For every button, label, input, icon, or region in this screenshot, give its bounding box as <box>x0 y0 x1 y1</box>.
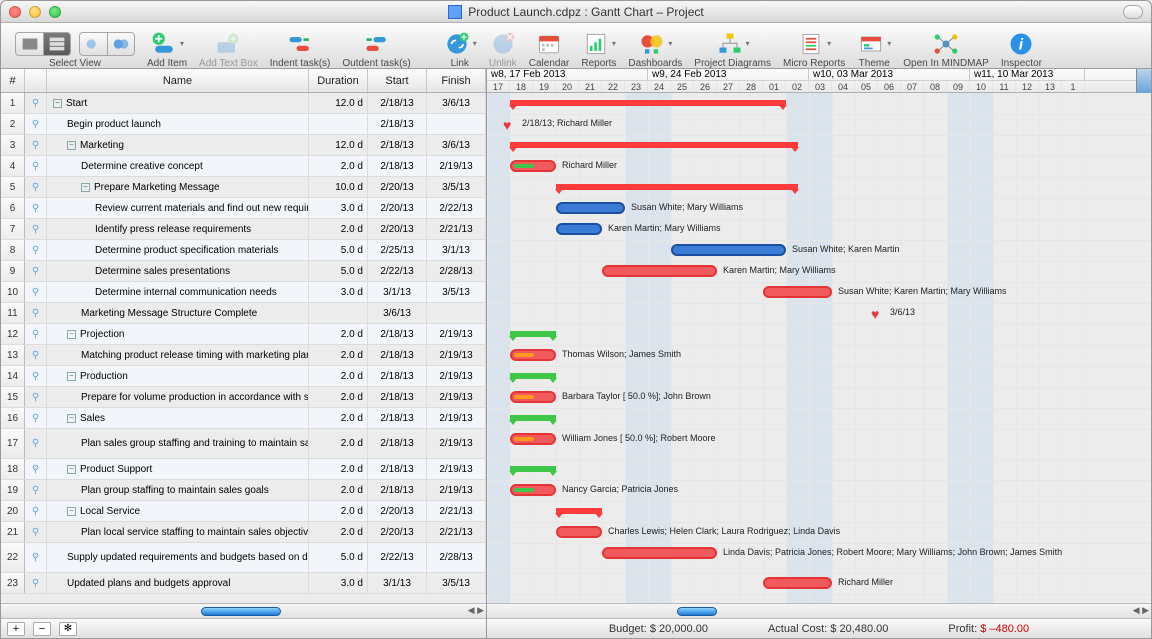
select-view-group: Select View <box>9 23 141 69</box>
micro-reports-icon[interactable] <box>797 30 825 58</box>
table-row[interactable]: 6 ⚲ Review current materials and find ou… <box>1 198 486 219</box>
view-seg-4[interactable] <box>107 32 135 56</box>
table-row[interactable]: 7 ⚲ Identify press release requirements … <box>1 219 486 240</box>
gantt-vscroll-top[interactable] <box>1136 69 1151 93</box>
indent-icon[interactable] <box>286 30 314 58</box>
settings-button[interactable]: ✻ <box>59 622 77 636</box>
table-row[interactable]: 9 ⚲ Determine sales presentations 5.0 d … <box>1 261 486 282</box>
main-toolbar: Select View ▾Add Item Add Text Box Inden… <box>1 23 1151 69</box>
add-row-button[interactable]: + <box>7 622 25 636</box>
col-indicator[interactable] <box>25 69 47 92</box>
app-window: Product Launch.cdpz : Gantt Chart – Proj… <box>0 0 1152 639</box>
minimize-button[interactable] <box>29 6 41 18</box>
gantt-chart[interactable]: ♥2/18/13; Richard MillerRichard MillerSu… <box>487 93 1151 603</box>
table-row[interactable]: 11 ⚲ Marketing Message Structure Complet… <box>1 303 486 324</box>
table-row[interactable]: 1 ⚲ −Start 12.0 d 2/18/13 3/6/13 <box>1 93 486 114</box>
close-button[interactable] <box>9 6 21 18</box>
mindmap-icon[interactable] <box>932 30 960 58</box>
inspector-icon[interactable]: i <box>1007 30 1035 58</box>
table-row[interactable]: 18 ⚲ −Product Support 2.0 d 2/18/13 2/19… <box>1 459 486 480</box>
svg-text:i: i <box>1019 36 1024 53</box>
table-row[interactable]: 14 ⚲ −Production 2.0 d 2/18/13 2/19/13 <box>1 366 486 387</box>
title-bar: Product Launch.cdpz : Gantt Chart – Proj… <box>1 1 1151 23</box>
outdent-icon[interactable] <box>363 30 391 58</box>
budget-status: Budget: $ 20,000.00 <box>609 623 708 635</box>
table-row[interactable]: 15 ⚲ Prepare for volume production in ac… <box>1 387 486 408</box>
diagrams-icon[interactable] <box>716 30 744 58</box>
toolbar-capsule-button[interactable] <box>1123 5 1143 19</box>
table-row[interactable]: 3 ⚲ −Marketing 12.0 d 2/18/13 3/6/13 <box>1 135 486 156</box>
link-icon[interactable] <box>443 30 471 58</box>
table-row[interactable]: 20 ⚲ −Local Service 2.0 d 2/20/13 2/21/1… <box>1 501 486 522</box>
window-controls <box>9 6 61 18</box>
view-seg-1[interactable] <box>15 32 43 56</box>
content-area: # Name Duration Start Finish 1 ⚲ −Start … <box>1 69 1151 638</box>
col-num[interactable]: # <box>1 69 25 92</box>
table-row[interactable]: 5 ⚲ −Prepare Marketing Message 10.0 d 2/… <box>1 177 486 198</box>
timeline-header: w8, 17 Feb 2013w9, 24 Feb 2013w10, 03 Ma… <box>487 69 1151 93</box>
remove-row-button[interactable]: − <box>33 622 51 636</box>
col-name[interactable]: Name <box>47 69 309 92</box>
theme-icon[interactable] <box>857 30 885 58</box>
grid-hscroll[interactable]: ◀ ▶ <box>1 603 486 618</box>
table-row[interactable]: 12 ⚲ −Projection 2.0 d 2/18/13 2/19/13 <box>1 324 486 345</box>
grid-body[interactable]: 1 ⚲ −Start 12.0 d 2/18/13 3/6/13 2 ⚲ Beg… <box>1 93 486 603</box>
window-title: Product Launch.cdpz : Gantt Chart – Proj… <box>1 5 1151 19</box>
dashboards-icon[interactable] <box>638 30 666 58</box>
table-row[interactable]: 8 ⚲ Determine product specification mate… <box>1 240 486 261</box>
table-row[interactable]: 19 ⚲ Plan group staffing to maintain sal… <box>1 480 486 501</box>
zoom-button[interactable] <box>49 6 61 18</box>
col-duration[interactable]: Duration <box>309 69 368 92</box>
grid-footer: + − ✻ <box>1 618 486 638</box>
table-row[interactable]: 17 ⚲ Plan sales group staffing and train… <box>1 429 486 459</box>
gantt-pane: w8, 17 Feb 2013w9, 24 Feb 2013w10, 03 Ma… <box>487 69 1151 638</box>
profit-status: Profit: $ –480.00 <box>948 623 1029 635</box>
col-finish[interactable]: Finish <box>427 69 486 92</box>
table-row[interactable]: 13 ⚲ Matching product release timing wit… <box>1 345 486 366</box>
reports-icon[interactable] <box>582 30 610 58</box>
table-row[interactable]: 4 ⚲ Determine creative concept 2.0 d 2/1… <box>1 156 486 177</box>
status-bar: Budget: $ 20,000.00 Actual Cost: $ 20,48… <box>487 618 1151 638</box>
view-seg-3[interactable] <box>79 32 107 56</box>
col-start[interactable]: Start <box>368 69 427 92</box>
grid-header: # Name Duration Start Finish <box>1 69 486 93</box>
table-row[interactable]: 2 ⚲ Begin product launch 2/18/13 <box>1 114 486 135</box>
table-row[interactable]: 16 ⚲ −Sales 2.0 d 2/18/13 2/19/13 <box>1 408 486 429</box>
view-seg-2[interactable] <box>43 32 71 56</box>
table-row[interactable]: 22 ⚲ Supply updated requirements and bud… <box>1 543 486 573</box>
task-grid-pane: # Name Duration Start Finish 1 ⚲ −Start … <box>1 69 487 638</box>
document-icon <box>448 5 462 19</box>
add-textbox-icon[interactable] <box>214 30 242 58</box>
actual-cost-status: Actual Cost: $ 20,480.00 <box>768 623 888 635</box>
table-row[interactable]: 21 ⚲ Plan local service staffing to main… <box>1 522 486 543</box>
calendar-icon[interactable] <box>535 30 563 58</box>
gantt-hscroll[interactable]: ◀ ▶ <box>487 603 1151 618</box>
table-row[interactable]: 10 ⚲ Determine internal communication ne… <box>1 282 486 303</box>
add-item-icon[interactable] <box>150 30 178 58</box>
table-row[interactable]: 23 ⚲ Updated plans and budgets approval … <box>1 573 486 594</box>
unlink-icon[interactable] <box>489 30 517 58</box>
